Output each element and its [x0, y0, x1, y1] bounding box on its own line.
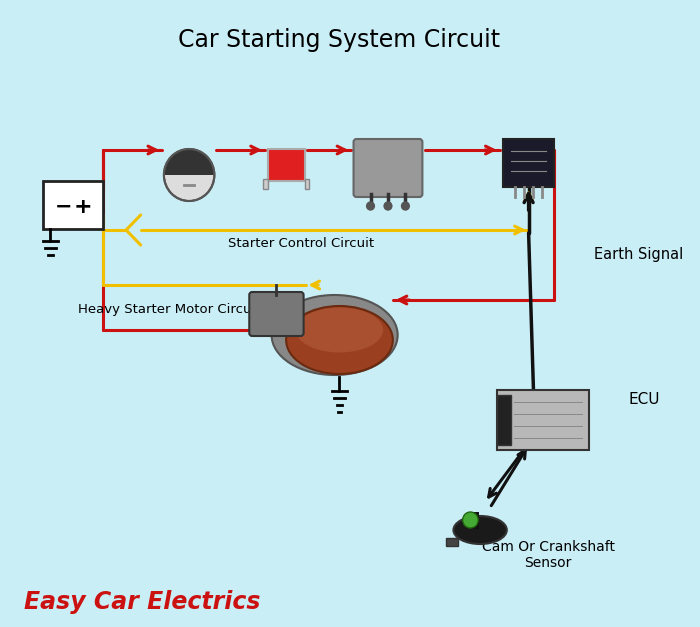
Text: Car Starting System Circuit: Car Starting System Circuit	[178, 28, 500, 52]
FancyBboxPatch shape	[497, 395, 511, 445]
FancyBboxPatch shape	[267, 149, 304, 181]
Text: Cam Or Crankshaft
Sensor: Cam Or Crankshaft Sensor	[482, 540, 615, 570]
Text: +: +	[74, 197, 92, 217]
FancyBboxPatch shape	[304, 179, 309, 189]
Text: Heavy Starter Motor Circuit: Heavy Starter Motor Circuit	[78, 303, 260, 317]
Circle shape	[402, 202, 409, 210]
Ellipse shape	[454, 516, 507, 544]
FancyBboxPatch shape	[497, 390, 589, 450]
Ellipse shape	[296, 307, 383, 352]
Text: ECU: ECU	[629, 393, 660, 408]
Polygon shape	[164, 149, 214, 175]
FancyBboxPatch shape	[263, 179, 267, 189]
Text: Starter Control Circuit: Starter Control Circuit	[228, 237, 374, 250]
Circle shape	[384, 202, 392, 210]
Ellipse shape	[272, 295, 398, 375]
FancyBboxPatch shape	[249, 292, 304, 336]
FancyBboxPatch shape	[446, 538, 458, 546]
Circle shape	[164, 149, 214, 201]
FancyBboxPatch shape	[354, 139, 422, 197]
Text: Easy Car Electrics: Easy Car Electrics	[25, 590, 260, 614]
Text: −: −	[55, 197, 73, 217]
Circle shape	[463, 512, 478, 528]
Circle shape	[367, 202, 374, 210]
Ellipse shape	[286, 306, 393, 374]
Text: Earth Signal: Earth Signal	[594, 248, 682, 263]
FancyBboxPatch shape	[43, 181, 103, 229]
FancyBboxPatch shape	[503, 139, 554, 187]
